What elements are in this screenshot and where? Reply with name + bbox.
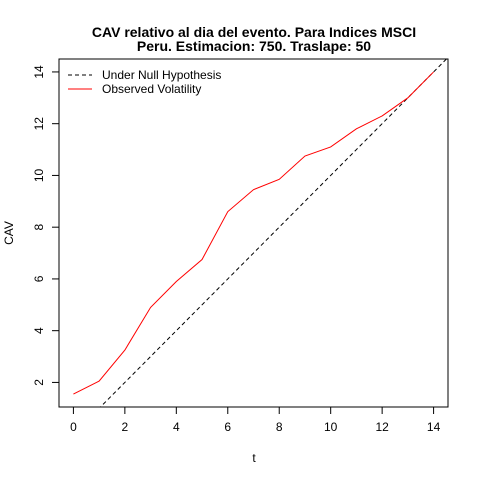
plot-frame (58, 58, 449, 408)
plot-area (58, 58, 449, 408)
series-line-null-hypothesis (99, 59, 448, 407)
x-tick-label: 8 (276, 420, 283, 434)
x-tick-label: 14 (427, 420, 441, 434)
series-layer (73, 59, 448, 407)
y-tick-label: 6 (32, 275, 46, 282)
x-tick-label: 12 (375, 420, 389, 434)
chart-title: CAV relativo al dia del evento. Para Ind… (92, 24, 416, 40)
chart-subtitle: Peru. Estimacion: 750. Traslape: 50 (137, 38, 371, 54)
y-tick-label: 10 (32, 168, 46, 182)
y-axis-title: CAV (2, 221, 16, 245)
y-tick-label: 12 (32, 117, 46, 131)
x-tick-label: 4 (173, 420, 180, 434)
x-tick-label: 6 (224, 420, 231, 434)
y-tick-label: 14 (32, 65, 46, 79)
series-line-observed-volatility (73, 71, 434, 395)
x-tick-label: 10 (324, 420, 338, 434)
y-tick-label: 2 (32, 379, 46, 386)
legend: Under Null Hypothesis Observed Volatilit… (68, 68, 221, 96)
x-tick-label: 0 (70, 420, 77, 434)
x-tick-label: 2 (122, 420, 129, 434)
x-axis-title: t (252, 451, 256, 465)
x-axis: 0 2 4 6 8 10 12 14 (70, 407, 441, 434)
y-axis: 2 4 6 8 10 12 14 (32, 65, 59, 386)
y-tick-label: 4 (32, 327, 46, 334)
y-tick-label: 8 (32, 224, 46, 231)
legend-label-observed-volatility: Observed Volatility (102, 82, 201, 96)
legend-label-null-hypothesis: Under Null Hypothesis (102, 68, 221, 82)
